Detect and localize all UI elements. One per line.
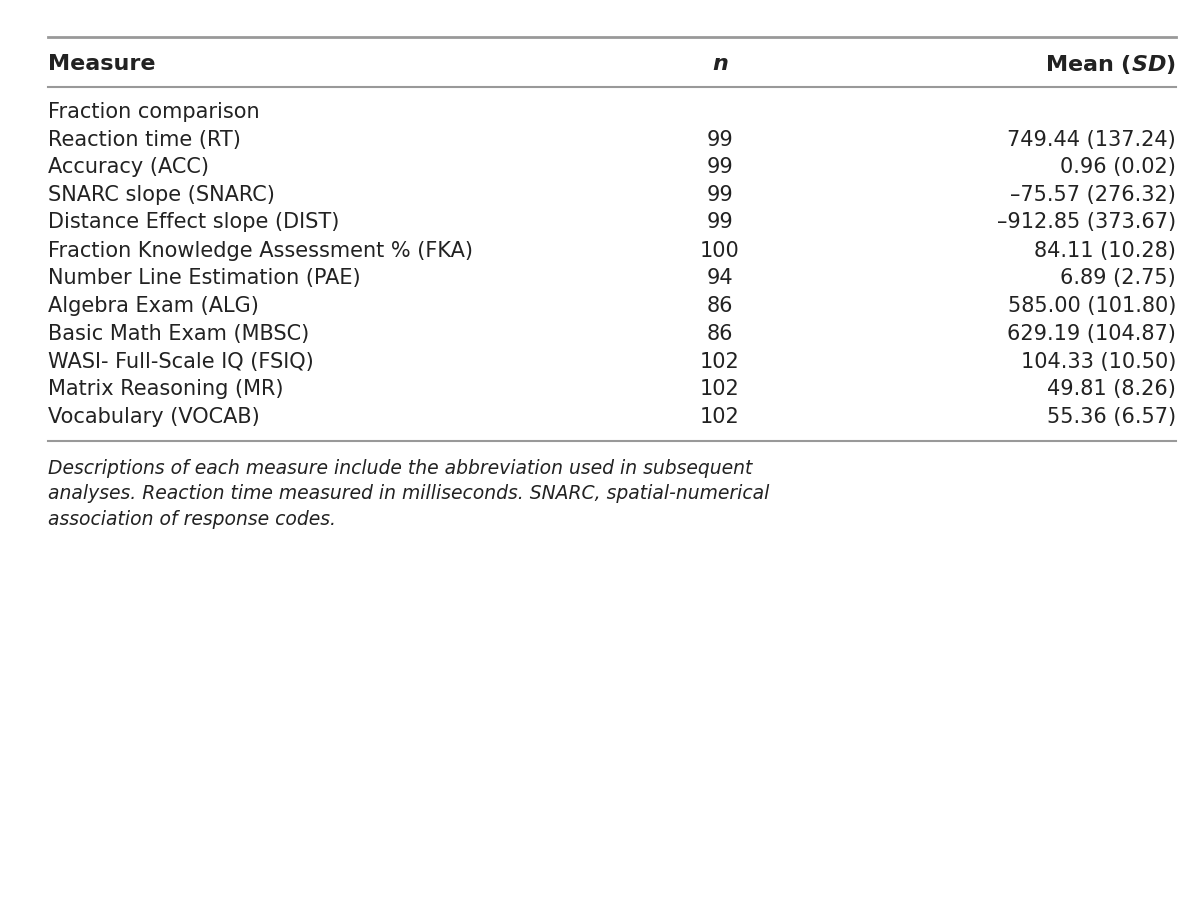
Text: 99: 99 [707, 129, 733, 150]
Text: 99: 99 [707, 212, 733, 232]
Text: 99: 99 [707, 185, 733, 205]
Text: Vocabulary (VOCAB): Vocabulary (VOCAB) [48, 407, 259, 427]
Text: SNARC slope (SNARC): SNARC slope (SNARC) [48, 185, 275, 205]
Text: 55.36 (6.57): 55.36 (6.57) [1046, 407, 1176, 427]
Text: Distance Effect slope (DIST): Distance Effect slope (DIST) [48, 212, 340, 232]
Text: 6.89 (2.75): 6.89 (2.75) [1061, 268, 1176, 288]
Text: 86: 86 [707, 324, 733, 344]
Text: Algebra Exam (ALG): Algebra Exam (ALG) [48, 296, 259, 316]
Text: 86: 86 [707, 296, 733, 316]
Text: –912.85 (373.67): –912.85 (373.67) [997, 212, 1176, 232]
Text: association of response codes.: association of response codes. [48, 510, 336, 529]
Text: Mean ($\bfit{SD}$): Mean ($\bfit{SD}$) [1045, 52, 1176, 76]
Text: Number Line Estimation (PAE): Number Line Estimation (PAE) [48, 268, 361, 288]
Text: Reaction time (RT): Reaction time (RT) [48, 129, 241, 150]
Text: –75.57 (276.32): –75.57 (276.32) [1010, 185, 1176, 205]
Text: Fraction Knowledge Assessment % (FKA): Fraction Knowledge Assessment % (FKA) [48, 241, 473, 261]
Text: WASI- Full-Scale IQ (FSIQ): WASI- Full-Scale IQ (FSIQ) [48, 352, 313, 372]
Text: 0.96 (0.02): 0.96 (0.02) [1060, 157, 1176, 177]
Text: 629.19 (104.87): 629.19 (104.87) [1007, 324, 1176, 344]
Text: 49.81 (8.26): 49.81 (8.26) [1048, 379, 1176, 399]
Text: 102: 102 [700, 379, 740, 399]
Text: Fraction comparison: Fraction comparison [48, 102, 259, 122]
Text: 99: 99 [707, 157, 733, 177]
Text: Descriptions of each measure include the abbreviation used in subsequent: Descriptions of each measure include the… [48, 459, 752, 477]
Text: $\bfit{n}$: $\bfit{n}$ [712, 54, 728, 74]
Text: Basic Math Exam (MBSC): Basic Math Exam (MBSC) [48, 324, 310, 344]
Text: 84.11 (10.28): 84.11 (10.28) [1034, 241, 1176, 261]
Text: 102: 102 [700, 352, 740, 372]
Text: 104.33 (10.50): 104.33 (10.50) [1021, 352, 1176, 372]
Text: Measure: Measure [48, 54, 156, 74]
Text: 94: 94 [707, 268, 733, 288]
Text: analyses. Reaction time measured in milliseconds. SNARC, spatial-numerical: analyses. Reaction time measured in mill… [48, 485, 769, 503]
Text: Accuracy (ACC): Accuracy (ACC) [48, 157, 209, 177]
Text: 100: 100 [700, 241, 740, 261]
Text: Matrix Reasoning (MR): Matrix Reasoning (MR) [48, 379, 283, 399]
Text: 102: 102 [700, 407, 740, 427]
Text: 749.44 (137.24): 749.44 (137.24) [1007, 129, 1176, 150]
Text: 585.00 (101.80): 585.00 (101.80) [1008, 296, 1176, 316]
